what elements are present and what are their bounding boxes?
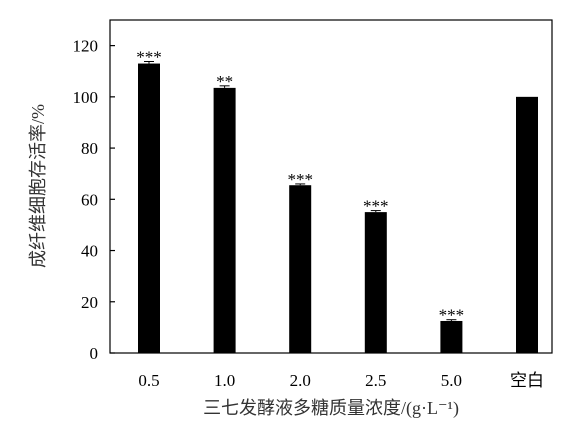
x-tick-label: 2.0 — [290, 371, 311, 390]
significance-label: *** — [363, 197, 389, 216]
y-tick-label: 60 — [81, 190, 98, 209]
x-tick-label: 1.0 — [214, 371, 235, 390]
y-tick-label: 20 — [81, 293, 98, 312]
bars-group: ************** — [136, 47, 538, 354]
x-tick-label: 0.5 — [138, 371, 159, 390]
significance-label: ** — [216, 72, 233, 91]
bar — [516, 96, 538, 353]
bar — [440, 320, 463, 353]
y-tick-label: 40 — [81, 242, 98, 261]
x-tick-label: 2.5 — [365, 371, 386, 390]
bar — [364, 212, 387, 353]
significance-label: *** — [287, 170, 313, 189]
y-tick-label: 100 — [73, 88, 99, 107]
y-axis: 0 20 40 60 80 100 120 — [73, 37, 115, 363]
significance-label: *** — [439, 306, 465, 325]
bar — [213, 87, 236, 353]
x-axis: 0.5 1.0 2.0 2.5 5.0 空白 — [138, 348, 544, 390]
bar — [289, 185, 312, 353]
x-tick-label: 空白 — [510, 371, 544, 390]
y-axis-title: 成纤维细胞存活率/% — [28, 104, 48, 268]
x-tick-label: 5.0 — [441, 371, 462, 390]
y-tick-label: 0 — [90, 344, 99, 363]
y-tick-label: 80 — [81, 139, 98, 158]
y-tick-label: 120 — [73, 37, 99, 56]
bar — [138, 63, 160, 354]
significance-label: *** — [136, 47, 162, 66]
plot-frame — [109, 19, 553, 354]
x-axis-title: 三七发酵液多糖质量浓度/(g·L⁻¹) — [203, 398, 459, 419]
